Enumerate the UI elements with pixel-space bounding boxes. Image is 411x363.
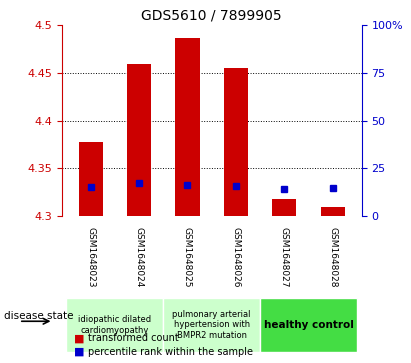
Text: GSM1648026: GSM1648026 — [231, 227, 240, 287]
Text: GSM1648024: GSM1648024 — [134, 227, 143, 287]
Text: pulmonary arterial
hypertension with
BMPR2 mutation: pulmonary arterial hypertension with BMP… — [173, 310, 251, 340]
Text: ■: ■ — [74, 333, 85, 343]
Text: percentile rank within the sample: percentile rank within the sample — [88, 347, 253, 357]
Bar — [175, 38, 200, 216]
Text: GSM1648027: GSM1648027 — [280, 227, 289, 287]
Bar — [272, 199, 296, 216]
Text: disease state: disease state — [4, 311, 74, 321]
FancyBboxPatch shape — [260, 298, 357, 352]
Bar — [224, 68, 248, 216]
Title: GDS5610 / 7899905: GDS5610 / 7899905 — [141, 9, 282, 23]
Text: ■: ■ — [74, 347, 85, 357]
Text: healthy control: healthy control — [263, 320, 353, 330]
Text: GSM1648028: GSM1648028 — [328, 227, 337, 287]
Bar — [127, 64, 151, 216]
Text: GSM1648025: GSM1648025 — [183, 227, 192, 287]
FancyBboxPatch shape — [163, 298, 260, 352]
Text: GSM1648023: GSM1648023 — [86, 227, 95, 287]
Text: idiopathic dilated
cardiomyopathy: idiopathic dilated cardiomyopathy — [79, 315, 151, 335]
Text: transformed count: transformed count — [88, 333, 179, 343]
Bar — [79, 142, 103, 216]
Bar — [321, 207, 345, 216]
FancyBboxPatch shape — [67, 298, 163, 352]
